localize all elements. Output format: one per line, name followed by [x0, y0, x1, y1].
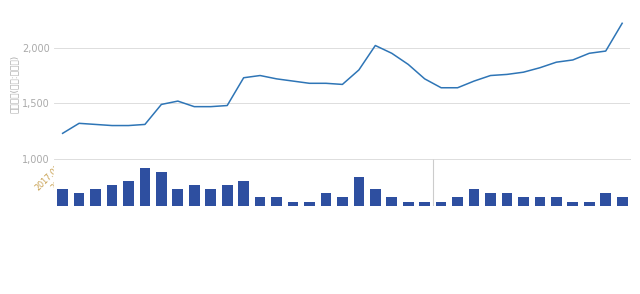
Bar [485, 193, 496, 206]
Bar [600, 193, 611, 206]
Bar [419, 202, 430, 206]
Bar [255, 198, 266, 206]
Bar [238, 181, 249, 206]
Bar [58, 189, 68, 206]
Bar [222, 185, 232, 206]
Bar [353, 177, 364, 206]
Bar [288, 202, 298, 206]
Bar [140, 168, 150, 206]
Bar [337, 198, 348, 206]
Bar [205, 189, 216, 206]
Bar [90, 189, 101, 206]
Bar [568, 202, 578, 206]
Bar [304, 202, 315, 206]
Bar [387, 198, 397, 206]
Bar [452, 198, 463, 206]
Bar [271, 198, 282, 206]
Bar [370, 189, 381, 206]
Bar [156, 173, 166, 206]
Y-axis label: 거래금액(단위:백만원): 거래금액(단위:백만원) [10, 55, 19, 113]
Bar [584, 202, 595, 206]
Bar [403, 202, 413, 206]
Bar [551, 198, 562, 206]
Bar [123, 181, 134, 206]
Bar [321, 193, 332, 206]
Bar [107, 185, 117, 206]
Bar [173, 189, 183, 206]
Bar [74, 193, 84, 206]
Bar [518, 198, 529, 206]
Bar [436, 202, 447, 206]
Bar [617, 198, 627, 206]
Bar [534, 198, 545, 206]
Bar [502, 193, 512, 206]
Bar [189, 185, 200, 206]
Bar [468, 189, 479, 206]
